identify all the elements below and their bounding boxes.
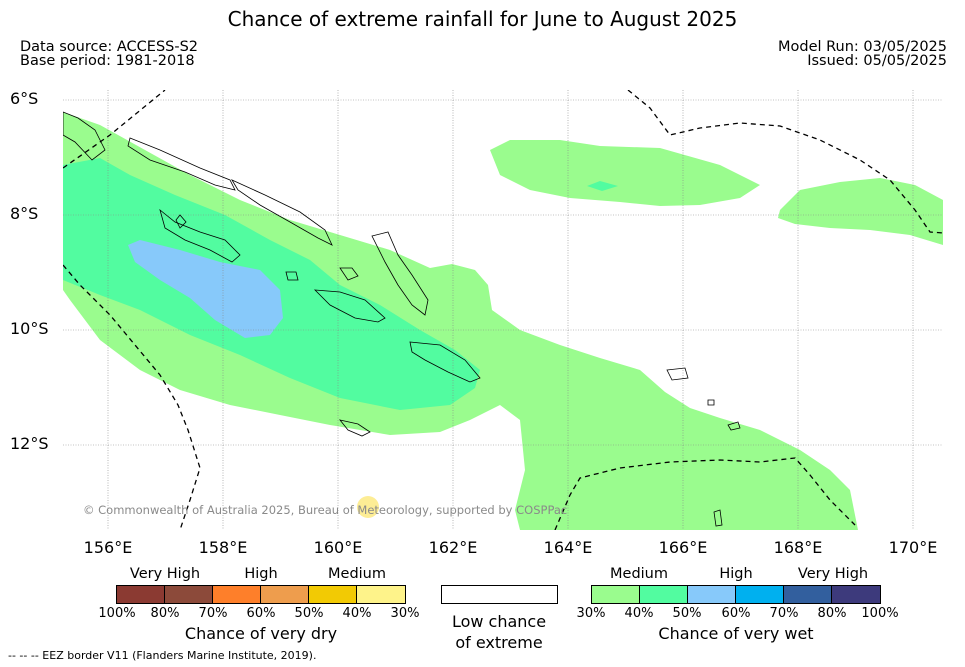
lon-label-170e: 170°E [888, 538, 938, 557]
new-georgia-coast [313, 289, 386, 323]
dry-swatch-80-70 [164, 585, 213, 604]
dry-swatch-40-30 [356, 585, 406, 604]
header-left: Data source: ACCESS-S2 Base period: 1981… [20, 39, 199, 69]
dry-tick-50: 50% [294, 606, 324, 621]
lon-label-168e: 168°E [773, 538, 823, 557]
wet-swatch-40-50 [639, 585, 688, 604]
header-right: Model Run: 03/05/2025 Issued: 05/05/2025 [777, 39, 947, 69]
bougainville-coast [127, 137, 236, 191]
base-period-text: Base period: 1981-2018 [20, 53, 195, 69]
low-chance-line2: of extreme [455, 633, 543, 652]
small-island-5 [285, 271, 299, 281]
map-title: Chance of extreme rainfall for June to A… [227, 7, 738, 31]
dry-category-high: High [244, 566, 278, 582]
wet-swatch-70-80 [783, 585, 832, 604]
low-chance-label: Low chance of extreme [452, 611, 546, 653]
dry-tick-100: 100% [98, 606, 136, 621]
lon-label-162e: 162°E [428, 538, 478, 557]
issued-text: Issued: 05/05/2025 [807, 53, 947, 69]
lon-label-166e: 166°E [658, 538, 708, 557]
small-island-6 [339, 267, 359, 281]
bougainville-west-coast [63, 111, 106, 161]
map-gridlines [63, 90, 943, 530]
malaita-coast [371, 231, 429, 316]
low-chance-line1: Low chance [451, 612, 547, 631]
data-source-text: Data source: ACCESS-S2 [20, 39, 199, 55]
eez-border-west [63, 264, 201, 530]
wet-swatch-60-70 [735, 585, 784, 604]
copyright-highlight-dot [357, 496, 379, 518]
medium-wet-region-north [490, 140, 760, 206]
high-wet-spot [587, 181, 618, 191]
copyright-text: © Commonwealth of Australia 2025, Bureau… [83, 503, 568, 517]
wet-swatch-50-60 [687, 585, 736, 604]
dry-tick-30: 30% [390, 606, 420, 621]
wet-tick-100: 100% [861, 606, 899, 621]
wet-category-very-high: Very High [797, 566, 869, 582]
lat-label-6s: 6°S [10, 89, 39, 108]
wet-tick-50: 50% [672, 606, 702, 621]
lon-label-158e: 158°E [198, 538, 248, 557]
wet-swatch-80-100 [831, 585, 881, 604]
medium-wet-region-east [778, 178, 943, 245]
small-island-4 [338, 419, 371, 437]
dry-swatch-100-80 [116, 585, 165, 604]
eez-border-south [554, 457, 856, 530]
wet-swatch-30-40 [591, 585, 640, 604]
wet-tick-40: 40% [624, 606, 654, 621]
wet-tick-80: 80% [817, 606, 847, 621]
eez-footer-note: -- -- -- EEZ border V11 (Flanders Marine… [8, 649, 317, 662]
guadalcanal-coast [409, 341, 481, 383]
dry-tick-70: 70% [198, 606, 228, 621]
choiseul-coast [230, 179, 333, 246]
small-island-7 [713, 509, 723, 527]
model-run-text: Model Run: 03/05/2025 [777, 39, 947, 55]
isabel-coast [159, 208, 241, 263]
small-island-3 [707, 399, 715, 406]
dry-swatch-70-60 [212, 585, 261, 604]
wet-legend-title: Chance of very wet [658, 624, 814, 643]
lon-label-164e: 164°E [543, 538, 593, 557]
eez-border-north-east [627, 90, 943, 234]
dry-tick-60: 60% [246, 606, 276, 621]
wet-tick-30: 30% [576, 606, 606, 621]
medium-wet-region-west [63, 112, 858, 530]
lat-label-12s: 12°S [10, 434, 49, 453]
dry-tick-40: 40% [342, 606, 372, 621]
eez-border-png-north [63, 90, 166, 169]
lon-label-160e: 160°E [313, 538, 363, 557]
coastlines [63, 111, 741, 527]
lat-label-8s: 8°S [10, 204, 39, 223]
wet-category-high: High [719, 566, 753, 582]
dry-category-very-high: Very High [129, 566, 201, 582]
shortland-islands [175, 214, 187, 229]
low-chance-swatch [441, 585, 558, 604]
wet-tick-60: 60% [721, 606, 751, 621]
small-island-1 [666, 367, 689, 381]
wet-tick-70: 70% [769, 606, 799, 621]
lat-label-10s: 10°S [10, 319, 49, 338]
eez-borders [63, 90, 943, 530]
dry-tick-80: 80% [150, 606, 180, 621]
very-high-wet-region [128, 240, 283, 338]
lon-label-156e: 156°E [83, 538, 133, 557]
dry-category-medium: Medium [328, 566, 386, 582]
wet-category-medium: Medium [610, 566, 668, 582]
dry-legend-title: Chance of very dry [184, 624, 338, 643]
small-island-2 [727, 421, 741, 431]
dry-swatch-50-40 [308, 585, 357, 604]
dry-swatch-60-50 [260, 585, 309, 604]
